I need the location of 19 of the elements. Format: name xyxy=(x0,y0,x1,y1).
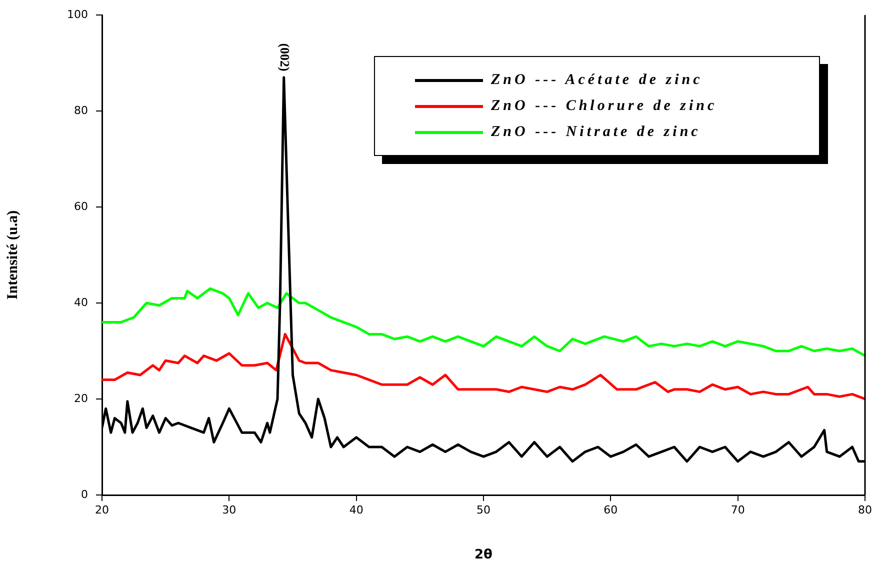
x-tick-label: 20 xyxy=(95,503,109,516)
annotation: (002) xyxy=(277,43,292,72)
x-tick-label: 40 xyxy=(349,503,364,516)
legend-label: ZnO --- Acétate de zinc xyxy=(491,72,703,88)
x-tick-label: 60 xyxy=(604,503,618,516)
x-tick-label: 50 xyxy=(476,503,490,516)
y-tick-label: 80 xyxy=(74,104,88,117)
y-tick-label: 100 xyxy=(67,8,88,21)
x-tick-label: 30 xyxy=(222,503,236,516)
legend-label: ZnO --- Chlorure de zinc xyxy=(491,98,718,114)
legend-label: ZnO --- Nitrate de zinc xyxy=(491,124,701,140)
y-tick-label: 20 xyxy=(74,392,88,405)
x-tick-label: 80 xyxy=(858,503,872,516)
x-tick-label: 70 xyxy=(730,503,745,516)
y-tick-label: 0 xyxy=(81,488,88,501)
y-axis-title: Intensité (u.a) xyxy=(4,210,21,300)
x-axis-title: 2θ xyxy=(474,548,493,563)
y-tick-label: 40 xyxy=(74,296,88,309)
y-tick-label: 60 xyxy=(74,200,88,213)
